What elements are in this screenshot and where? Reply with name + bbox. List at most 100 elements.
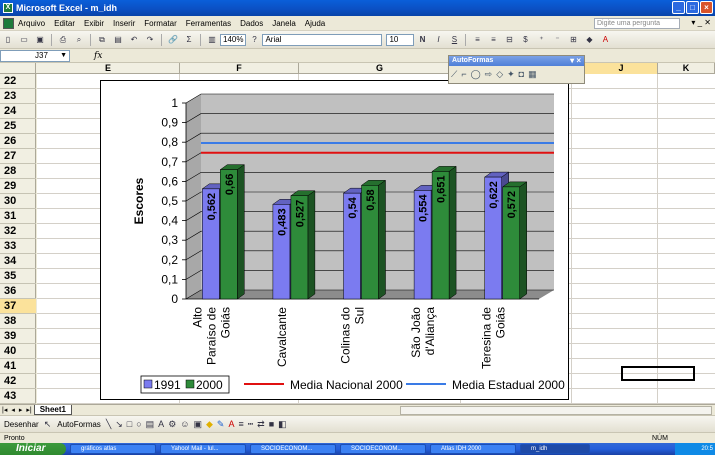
last-sheet-icon[interactable]: ▸| [26,407,32,414]
row-header[interactable]: 35 [0,269,36,284]
3d-icon[interactable]: ◧ [278,418,287,429]
menu-ferramentas[interactable]: Ferramentas [185,18,232,28]
print-preview-icon[interactable]: ⌕ [76,34,82,44]
row-header[interactable]: 43 [0,389,36,404]
more-shapes-icon[interactable]: ▦ [528,69,537,79]
taskbar-item[interactable]: Yahoo! Mail - lul... [160,444,246,454]
font-select[interactable]: Arial [262,33,383,46]
row-header[interactable]: 31 [0,209,36,224]
row-header[interactable]: 42 [0,374,36,389]
menu-janela[interactable]: Janela [272,18,296,28]
chevron-down-icon[interactable]: ▼ [60,51,67,59]
autosum-icon[interactable]: Σ [186,34,192,44]
start-button[interactable]: Iniciar [0,443,66,455]
align-center-icon[interactable]: ≡ [491,34,496,44]
merge-center-icon[interactable]: ⊟ [506,34,513,44]
fill-color-icon[interactable]: ◆ [205,418,213,429]
column-header-k[interactable]: K [658,63,715,74]
row-header[interactable]: 25 [0,119,36,134]
connector-shape-icon[interactable]: ⌐ [461,69,467,79]
redo-icon[interactable]: ↷ [146,34,154,44]
draw-menu-button[interactable]: Desenhar [4,419,39,429]
column-header-g[interactable]: G [299,63,461,74]
row-header[interactable]: 32 [0,224,36,239]
menu-editar[interactable]: Editar [54,18,76,28]
new-icon[interactable]: ▯ [5,34,11,44]
paste-icon[interactable]: ▤ [114,34,122,44]
decrease-decimal-icon[interactable]: ⁻ [555,34,560,44]
ask-question-input[interactable]: Digite uma pergunta [594,18,680,29]
menu-formatar[interactable]: Formatar [144,18,177,28]
row-header[interactable]: 24 [0,104,36,119]
taskbar-item[interactable]: SOCIOECONOM... [340,444,426,454]
close-icon[interactable]: × [700,1,713,14]
row-header[interactable]: 23 [0,89,36,104]
column-header-j[interactable]: J [585,63,658,74]
idh-chart[interactable]: 0 0,1 0,2 0,3 0,4 0,5 0,6 0,7 0,8 0,9 1 Escores 0,56… [100,80,569,400]
menu-inserir[interactable]: Inserir [113,18,136,28]
italic-icon[interactable]: I [437,34,440,44]
row-header[interactable]: 37 [0,299,36,314]
taskbar-item[interactable]: gráficos atlas [70,444,156,454]
underline-icon[interactable]: S [451,34,458,44]
row-header[interactable]: 22 [0,74,36,89]
print-icon[interactable]: ⎙ [59,34,67,44]
chart-wizard-icon[interactable]: ▥ [208,34,216,44]
column-header-e[interactable]: E [37,63,180,74]
menu-dados[interactable]: Dados [240,18,264,28]
workbook-icon[interactable] [3,17,14,29]
bold-icon[interactable]: N [419,34,426,44]
open-icon[interactable]: ▭ [20,34,28,44]
horizontal-scrollbar[interactable] [400,406,712,415]
first-sheet-icon[interactable]: |◂ [2,407,8,414]
row-header[interactable]: 41 [0,359,36,374]
close-icon[interactable]: ▾ × [570,56,581,65]
picture-icon[interactable]: ▣ [193,418,202,429]
line-color-icon[interactable]: ✎ [216,418,225,429]
taskbar-item[interactable]: SOCIOECONOM... [250,444,336,454]
borders-icon[interactable]: ⊞ [570,34,577,44]
wordart-icon[interactable]: A [158,419,165,429]
menu-exibir[interactable]: Exibir [84,18,105,28]
arrow-shape-icon[interactable]: ⇨ [484,69,493,79]
line-style-icon[interactable]: ≡ [238,419,244,429]
autoshapes-menu-button[interactable]: AutoFormas [57,419,101,429]
currency-icon[interactable]: $ [523,34,528,44]
name-box[interactable]: J37 ▼ [0,49,70,62]
menu-ajuda[interactable]: Ajuda [304,18,326,28]
oval-icon[interactable]: ○ [136,419,142,429]
font-size-select[interactable]: 10 [386,33,415,46]
row-header[interactable]: 39 [0,329,36,344]
arrow-style-icon[interactable]: ⇄ [257,418,265,429]
taskbar-item-active[interactable]: m_idh [520,444,590,454]
row-header[interactable]: 38 [0,314,36,329]
line-icon[interactable]: ╲ [105,418,112,429]
fill-color-icon[interactable]: ◆ [586,34,593,44]
align-left-icon[interactable]: ≡ [475,34,480,44]
active-cell[interactable] [621,366,695,381]
row-header[interactable]: 30 [0,194,36,209]
column-header-f[interactable]: F [180,63,299,74]
copy-icon[interactable]: ⧉ [99,34,105,44]
row-header[interactable]: 33 [0,239,36,254]
doc-window-controls[interactable]: ▾ _ ✕ [691,18,711,27]
font-color-icon[interactable]: A [602,34,609,44]
row-header[interactable]: 34 [0,254,36,269]
autoformas-titlebar[interactable]: AutoFormas ▾ × [449,56,584,66]
maximize-icon[interactable]: □ [686,1,699,14]
row-header[interactable]: 29 [0,179,36,194]
clipart-icon[interactable]: ☺ [180,419,190,429]
lines-shape-icon[interactable]: ⟋ [451,69,458,79]
font-color-icon[interactable]: A [228,419,235,429]
select-all-corner[interactable] [0,63,36,74]
shadow-icon[interactable]: ■ [268,419,275,429]
row-header[interactable]: 27 [0,149,36,164]
basic-shape-icon[interactable]: ◯ [470,69,481,79]
row-header[interactable]: 36 [0,284,36,299]
fx-icon[interactable]: fx [94,50,103,61]
taskbar-item[interactable]: Atlas IDH 2000 [430,444,516,454]
rectangle-icon[interactable]: □ [126,419,133,429]
minimize-icon[interactable]: _ [672,1,685,14]
callout-shape-icon[interactable]: ◘ [518,69,525,79]
undo-icon[interactable]: ↶ [130,34,138,44]
